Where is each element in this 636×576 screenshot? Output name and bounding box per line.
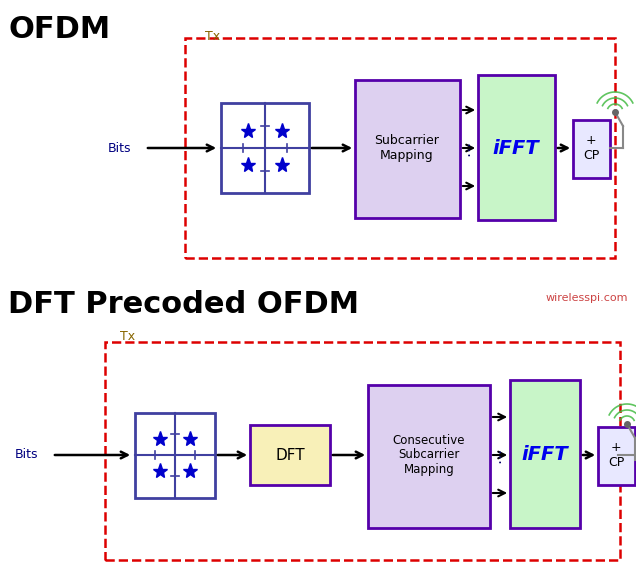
- Bar: [510, 380, 580, 528]
- Text: DFT: DFT: [275, 448, 305, 463]
- Text: DFT Precoded OFDM: DFT Precoded OFDM: [8, 290, 359, 319]
- Bar: [185, 38, 615, 258]
- Text: Consecutive
Subcarrier
Mapping: Consecutive Subcarrier Mapping: [393, 434, 466, 476]
- Text: Bits: Bits: [15, 449, 39, 461]
- Text: Bits: Bits: [108, 142, 132, 154]
- Bar: [250, 425, 330, 485]
- Text: Tx: Tx: [120, 330, 135, 343]
- Text: Subcarrier
Mapping: Subcarrier Mapping: [375, 134, 439, 162]
- Text: +
CP: + CP: [608, 441, 624, 469]
- Bar: [105, 342, 620, 560]
- Text: iFFT: iFFT: [493, 138, 539, 157]
- Text: ⋯: ⋯: [492, 448, 508, 463]
- Text: OFDM: OFDM: [8, 15, 110, 44]
- Bar: [135, 412, 215, 498]
- Bar: [573, 120, 610, 178]
- Text: iFFT: iFFT: [522, 445, 569, 464]
- Text: Tx: Tx: [205, 30, 220, 43]
- Bar: [368, 385, 490, 528]
- Bar: [598, 427, 635, 485]
- Bar: [355, 80, 460, 218]
- Text: ⋯: ⋯: [462, 141, 476, 156]
- Bar: [221, 103, 309, 193]
- Bar: [478, 75, 555, 220]
- Text: +
CP: + CP: [583, 134, 599, 162]
- Text: wirelesspi.com: wirelesspi.com: [546, 293, 628, 303]
